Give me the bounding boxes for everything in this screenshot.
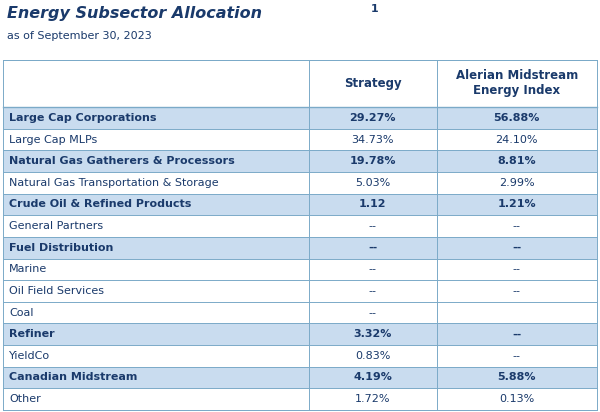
Text: --: --: [369, 265, 377, 274]
Text: 19.78%: 19.78%: [350, 156, 396, 166]
Text: 24.10%: 24.10%: [496, 135, 538, 145]
Text: 8.81%: 8.81%: [497, 156, 536, 166]
Text: --: --: [513, 286, 521, 296]
Text: Fuel Distribution: Fuel Distribution: [9, 243, 113, 253]
Bar: [3, 345, 597, 367]
Bar: [3, 237, 597, 259]
Text: Coal: Coal: [9, 308, 34, 318]
Bar: [3, 194, 597, 215]
Bar: [3, 302, 597, 323]
Text: --: --: [369, 308, 377, 318]
Text: 1.72%: 1.72%: [355, 394, 391, 404]
Text: Marine: Marine: [9, 265, 47, 274]
Bar: [3, 215, 597, 237]
Text: YieldCo: YieldCo: [9, 351, 50, 361]
Bar: [3, 259, 597, 280]
Text: --: --: [512, 329, 521, 339]
Text: Alerian Midstream
Energy Index: Alerian Midstream Energy Index: [455, 70, 578, 97]
Text: 5.88%: 5.88%: [497, 372, 536, 382]
Text: Large Cap Corporations: Large Cap Corporations: [9, 113, 157, 123]
Text: --: --: [368, 243, 377, 253]
Text: Oil Field Services: Oil Field Services: [9, 286, 104, 296]
Text: Large Cap MLPs: Large Cap MLPs: [9, 135, 97, 145]
Text: --: --: [513, 265, 521, 274]
Bar: [3, 107, 597, 129]
Bar: [3, 367, 597, 388]
Bar: [3, 150, 597, 172]
Text: 1: 1: [367, 4, 379, 14]
Text: --: --: [513, 351, 521, 361]
Text: --: --: [369, 221, 377, 231]
Text: 0.13%: 0.13%: [499, 394, 535, 404]
Text: 34.73%: 34.73%: [352, 135, 394, 145]
Text: as of September 30, 2023: as of September 30, 2023: [7, 31, 152, 41]
Text: 2.99%: 2.99%: [499, 178, 535, 188]
Bar: [3, 323, 597, 345]
Text: Natural Gas Gatherers & Processors: Natural Gas Gatherers & Processors: [9, 156, 235, 166]
Text: 5.03%: 5.03%: [355, 178, 391, 188]
Bar: [3, 129, 597, 150]
Text: Strategy: Strategy: [344, 77, 401, 90]
Text: 1.21%: 1.21%: [497, 199, 536, 209]
Text: 56.88%: 56.88%: [494, 113, 540, 123]
Text: 0.83%: 0.83%: [355, 351, 391, 361]
Text: 4.19%: 4.19%: [353, 372, 392, 382]
Text: Crude Oil & Refined Products: Crude Oil & Refined Products: [9, 199, 191, 209]
Text: General Partners: General Partners: [9, 221, 103, 231]
Text: Refiner: Refiner: [9, 329, 55, 339]
Text: 29.27%: 29.27%: [350, 113, 396, 123]
Text: --: --: [369, 286, 377, 296]
Bar: [3, 388, 597, 410]
Text: Canadian Midstream: Canadian Midstream: [9, 372, 137, 382]
Bar: [3, 280, 597, 302]
Text: 1.12: 1.12: [359, 199, 386, 209]
Text: 3.32%: 3.32%: [353, 329, 392, 339]
Bar: [3, 172, 597, 194]
Text: Other: Other: [9, 394, 41, 404]
Text: --: --: [513, 221, 521, 231]
Text: Energy Subsector Allocation: Energy Subsector Allocation: [7, 6, 262, 21]
Text: --: --: [512, 243, 521, 253]
Text: Natural Gas Transportation & Storage: Natural Gas Transportation & Storage: [9, 178, 218, 188]
